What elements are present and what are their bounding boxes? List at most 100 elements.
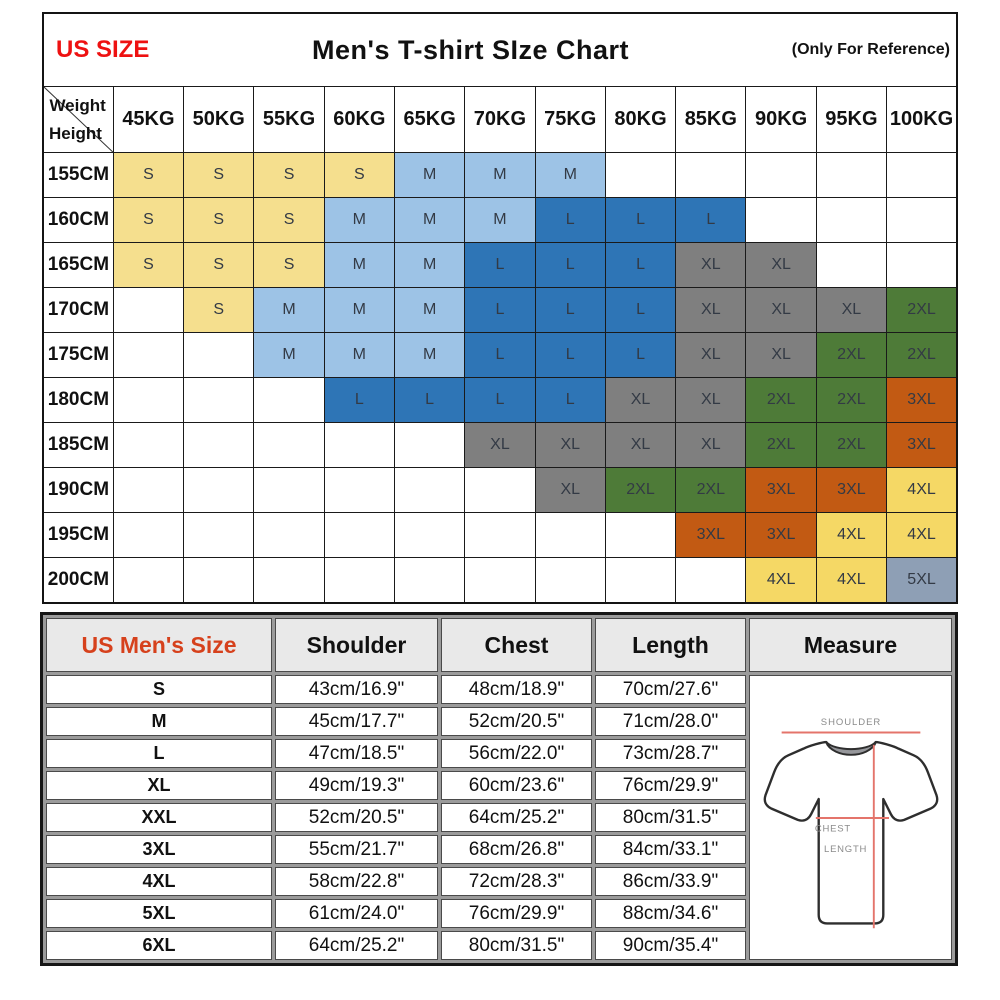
size-cell-xl: XL bbox=[815, 287, 888, 333]
size-cell-empty bbox=[675, 152, 747, 198]
size-cell-2xl: 2XL bbox=[815, 377, 888, 423]
row-length-value: 70cm/27.6" bbox=[595, 675, 746, 704]
size-cell-empty bbox=[604, 512, 677, 558]
size-grid-table: US SIZE Men's T-shirt SIze Chart (Only F… bbox=[42, 12, 958, 604]
row-chest-value: 56cm/22.0" bbox=[441, 739, 592, 768]
row-size-label: 6XL bbox=[46, 931, 272, 960]
row-shoulder-value: 58cm/22.8" bbox=[275, 867, 438, 896]
size-cell-empty bbox=[815, 152, 888, 198]
row-size-label: 5XL bbox=[46, 899, 272, 928]
row-shoulder-value: 49cm/19.3" bbox=[275, 771, 438, 800]
size-cell-empty bbox=[815, 242, 888, 288]
row-shoulder-value: 43cm/16.9" bbox=[275, 675, 438, 704]
size-cell-empty bbox=[323, 422, 395, 468]
size-cell-l: L bbox=[675, 197, 747, 243]
row-size-label: 4XL bbox=[46, 867, 272, 896]
size-cell-3xl: 3XL bbox=[745, 467, 817, 513]
weight-header-50kg: 50KG bbox=[183, 86, 255, 153]
size-cell-m: M bbox=[393, 332, 466, 378]
size-cell-m: M bbox=[323, 197, 395, 243]
size-cell-s: S bbox=[183, 242, 255, 288]
size-cell-empty bbox=[112, 557, 185, 604]
weight-header-80kg: 80KG bbox=[604, 86, 677, 153]
header-length: Length bbox=[595, 618, 746, 672]
size-cell-l: L bbox=[534, 377, 606, 423]
length-measure-label: LENGTH bbox=[824, 844, 867, 855]
size-cell-l: L bbox=[604, 332, 677, 378]
header-chest: Chest bbox=[441, 618, 592, 672]
size-cell-xl: XL bbox=[675, 332, 747, 378]
size-cell-empty bbox=[886, 242, 958, 288]
weight-header-95kg: 95KG bbox=[815, 86, 888, 153]
size-cell-2xl: 2XL bbox=[745, 422, 817, 468]
size-cell-empty bbox=[534, 512, 606, 558]
size-cell-3xl: 3XL bbox=[886, 422, 958, 468]
weight-header-70kg: 70KG bbox=[464, 86, 536, 153]
size-cell-empty bbox=[112, 287, 185, 333]
weight-header-85kg: 85KG bbox=[675, 86, 747, 153]
row-size-label: 3XL bbox=[46, 835, 272, 864]
size-cell-xl: XL bbox=[675, 287, 747, 333]
size-cell-xl: XL bbox=[464, 422, 536, 468]
size-cell-s: S bbox=[112, 242, 185, 288]
size-cell-m: M bbox=[393, 197, 466, 243]
measure-diagram-cell: SHOULDER LENGTH CHEST bbox=[749, 675, 952, 960]
size-cell-empty bbox=[393, 512, 466, 558]
row-length-value: 71cm/28.0" bbox=[595, 707, 746, 736]
size-cell-4xl: 4XL bbox=[886, 512, 958, 558]
size-cell-empty bbox=[393, 422, 466, 468]
size-cell-xl: XL bbox=[675, 422, 747, 468]
size-cell-empty bbox=[464, 512, 536, 558]
size-cell-xl: XL bbox=[604, 422, 677, 468]
size-grid-row-180cm: 180CM L L L L XL XL 2XL 2XL 3XL bbox=[42, 377, 958, 423]
size-cell-empty bbox=[323, 557, 395, 604]
height-label: 170CM bbox=[42, 287, 114, 333]
size-cell-empty bbox=[745, 152, 817, 198]
size-cell-2xl: 2XL bbox=[675, 467, 747, 513]
size-cell-xl: XL bbox=[604, 377, 677, 423]
size-cell-2xl: 2XL bbox=[886, 287, 958, 333]
size-cell-m: M bbox=[253, 332, 325, 378]
size-cell-2xl: 2XL bbox=[815, 422, 888, 468]
size-cell-empty bbox=[323, 467, 395, 513]
row-length-value: 84cm/33.1" bbox=[595, 835, 746, 864]
size-cell-m: M bbox=[393, 287, 466, 333]
weight-header-65kg: 65KG bbox=[393, 86, 466, 153]
size-cell-2xl: 2XL bbox=[604, 467, 677, 513]
size-cell-empty bbox=[393, 557, 466, 604]
size-cell-l: L bbox=[534, 332, 606, 378]
size-cell-empty bbox=[464, 467, 536, 513]
row-chest-value: 64cm/25.2" bbox=[441, 803, 592, 832]
row-chest-value: 68cm/26.8" bbox=[441, 835, 592, 864]
reference-note: (Only For Reference) bbox=[791, 41, 950, 58]
row-chest-value: 52cm/20.5" bbox=[441, 707, 592, 736]
size-cell-empty bbox=[534, 557, 606, 604]
size-cell-xl: XL bbox=[745, 242, 817, 288]
size-cell-empty bbox=[183, 467, 255, 513]
row-shoulder-value: 61cm/24.0" bbox=[275, 899, 438, 928]
weight-header-60kg: 60KG bbox=[323, 86, 395, 153]
size-cell-3xl: 3XL bbox=[745, 512, 817, 558]
size-cell-empty bbox=[745, 197, 817, 243]
size-cell-l: L bbox=[534, 287, 606, 333]
header-shoulder: Shoulder bbox=[275, 618, 438, 672]
row-length-value: 88cm/34.6" bbox=[595, 899, 746, 928]
size-cell-l: L bbox=[604, 287, 677, 333]
size-grid-row-185cm: 185CM XL XL XL XL 2XL 2XL 3XL bbox=[42, 422, 958, 468]
size-grid-row-160cm: 160CM S S S M M M L L L bbox=[42, 197, 958, 243]
size-cell-l: L bbox=[534, 197, 606, 243]
measurements-table: US Men's Size Shoulder Chest Length Meas… bbox=[40, 612, 958, 966]
size-cell-2xl: 2XL bbox=[815, 332, 888, 378]
size-cell-empty bbox=[886, 152, 958, 198]
size-cell-empty bbox=[253, 467, 325, 513]
size-cell-4xl: 4XL bbox=[815, 512, 888, 558]
size-cell-s: S bbox=[253, 197, 325, 243]
size-cell-xl: XL bbox=[534, 422, 606, 468]
height-label: 180CM bbox=[42, 377, 114, 423]
size-cell-empty bbox=[464, 557, 536, 604]
row-shoulder-value: 64cm/25.2" bbox=[275, 931, 438, 960]
size-cell-s: S bbox=[112, 197, 185, 243]
height-label: 195CM bbox=[42, 512, 114, 558]
size-cell-3xl: 3XL bbox=[886, 377, 958, 423]
row-length-value: 76cm/29.9" bbox=[595, 771, 746, 800]
